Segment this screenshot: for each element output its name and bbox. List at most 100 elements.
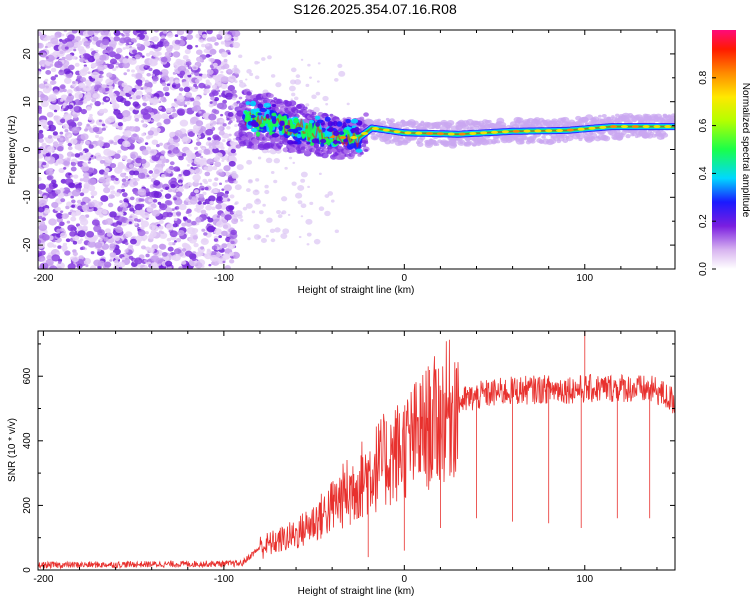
noise-blob xyxy=(178,93,182,96)
noise-blob xyxy=(98,136,104,141)
noise-blob xyxy=(82,162,88,167)
noise-blob xyxy=(184,149,193,157)
noise-blob xyxy=(219,203,228,210)
noise-blob xyxy=(264,184,269,189)
noise-blob xyxy=(122,47,126,50)
noise-blob xyxy=(148,148,158,156)
noise-blob xyxy=(59,84,66,90)
noise-blob xyxy=(159,142,163,146)
noise-blob xyxy=(206,51,210,54)
ridge-halo xyxy=(347,150,351,154)
noise-blob xyxy=(218,126,224,131)
ridge-halo xyxy=(446,119,455,126)
noise-blob xyxy=(96,140,104,146)
ridge-hotspot xyxy=(631,125,639,129)
noise-blob xyxy=(337,63,343,68)
noise-blob xyxy=(209,120,217,126)
noise-blob xyxy=(122,30,131,35)
snr-axes: -200 -100 0 100 0 200 400 600 xyxy=(22,331,675,585)
ridge-cluster xyxy=(245,114,252,120)
noise-blob xyxy=(103,171,108,176)
noise-blob xyxy=(64,46,69,50)
noise-blob xyxy=(141,149,150,156)
noise-blob xyxy=(174,207,178,210)
noise-blob xyxy=(214,177,219,181)
ridge-halo xyxy=(435,143,440,146)
ridge-halo xyxy=(561,116,570,124)
noise-blob xyxy=(109,185,115,191)
noise-blob xyxy=(190,72,194,75)
noise-blob xyxy=(56,213,64,219)
noise-blob xyxy=(95,134,100,139)
noise-blob xyxy=(245,203,253,209)
noise-blob xyxy=(78,182,82,186)
noise-blob xyxy=(200,155,204,159)
noise-blob xyxy=(102,156,106,160)
noise-blob xyxy=(147,130,154,136)
noise-blob xyxy=(290,98,294,101)
noise-blob xyxy=(66,96,74,103)
noise-blob xyxy=(67,146,73,151)
noise-blob xyxy=(178,266,184,269)
noise-blob xyxy=(164,51,172,58)
noise-blob xyxy=(113,30,121,37)
noise-blob xyxy=(58,69,65,76)
noise-blob xyxy=(213,97,220,102)
noise-blob xyxy=(80,133,89,141)
noise-blob xyxy=(242,206,248,211)
noise-blob xyxy=(141,96,146,100)
noise-blob xyxy=(95,49,99,53)
noise-blob xyxy=(231,89,237,94)
noise-blob xyxy=(67,104,74,110)
noise-blob xyxy=(234,184,242,191)
noise-blob xyxy=(98,87,106,93)
noise-blob xyxy=(230,229,237,236)
noise-blob xyxy=(175,191,183,197)
noise-blob xyxy=(200,219,204,222)
noise-blob xyxy=(162,159,166,163)
noise-blob xyxy=(186,164,190,167)
noise-blob xyxy=(134,218,139,222)
noise-blob xyxy=(185,30,193,35)
noise-blob xyxy=(86,230,95,238)
noise-blob xyxy=(38,215,43,220)
noise-blob xyxy=(54,60,63,68)
ridge-halo xyxy=(363,112,369,117)
noise-blob xyxy=(165,223,175,231)
noise-blob xyxy=(63,68,71,75)
noise-blob xyxy=(122,192,128,198)
noise-blob xyxy=(157,41,165,48)
noise-blob xyxy=(265,157,273,164)
ridge-halo xyxy=(597,114,602,118)
noise-blob xyxy=(205,128,214,136)
noise-blob xyxy=(197,251,204,257)
noise-blob xyxy=(294,79,302,85)
noise-blob xyxy=(77,230,86,238)
noise-blob xyxy=(68,182,76,189)
noise-blob xyxy=(71,211,78,217)
noise-blob xyxy=(179,119,189,127)
noise-blob xyxy=(218,130,225,136)
noise-blob xyxy=(182,54,189,60)
noise-blob xyxy=(38,162,42,167)
noise-blob xyxy=(117,149,122,154)
noise-blob xyxy=(142,94,151,102)
noise-blob xyxy=(346,102,350,106)
noise-blob xyxy=(146,72,151,77)
noise-blob xyxy=(66,201,72,207)
noise-blob xyxy=(65,54,74,61)
ridge-cluster xyxy=(245,101,251,106)
noise-blob xyxy=(71,83,77,87)
noise-blob xyxy=(60,210,64,213)
ridge-halo xyxy=(325,114,329,117)
noise-blob xyxy=(186,44,193,50)
noise-blob xyxy=(101,123,106,127)
noise-blob xyxy=(213,109,220,115)
noise-blob xyxy=(63,113,72,121)
noise-blob xyxy=(267,55,272,60)
snr-xtick-label: 100 xyxy=(576,574,593,585)
noise-blob xyxy=(82,172,90,178)
ridge-hotspot xyxy=(447,132,455,136)
noise-blob xyxy=(178,182,182,186)
noise-blob xyxy=(57,245,62,249)
